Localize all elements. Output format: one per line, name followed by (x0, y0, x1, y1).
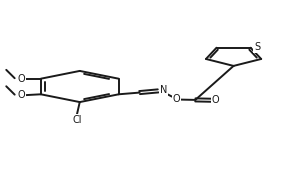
Text: Cl: Cl (72, 115, 81, 125)
Text: O: O (17, 74, 25, 84)
Text: S: S (254, 42, 260, 52)
Text: O: O (212, 95, 219, 105)
Text: O: O (17, 90, 25, 100)
Text: N: N (160, 85, 167, 95)
Text: O: O (173, 94, 180, 104)
